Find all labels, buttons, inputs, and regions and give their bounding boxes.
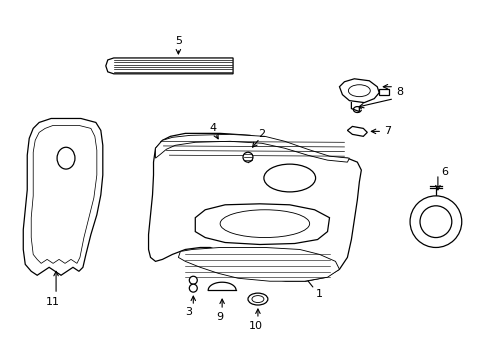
Polygon shape <box>379 89 388 95</box>
Circle shape <box>189 276 197 284</box>
Polygon shape <box>105 58 233 74</box>
Text: 9: 9 <box>216 312 223 322</box>
Polygon shape <box>148 133 361 281</box>
Polygon shape <box>195 204 329 244</box>
Text: 8: 8 <box>395 87 403 97</box>
Circle shape <box>409 196 461 247</box>
Polygon shape <box>346 126 366 136</box>
Text: 5: 5 <box>175 36 182 46</box>
Circle shape <box>243 152 252 162</box>
Circle shape <box>189 284 197 292</box>
Polygon shape <box>31 125 97 264</box>
Polygon shape <box>23 118 102 275</box>
Polygon shape <box>339 79 379 103</box>
Text: 3: 3 <box>184 307 191 317</box>
Ellipse shape <box>247 293 267 305</box>
Text: 4: 4 <box>209 123 216 134</box>
Text: 1: 1 <box>315 289 323 299</box>
Text: 7: 7 <box>384 126 390 136</box>
Ellipse shape <box>57 147 75 169</box>
Ellipse shape <box>264 164 315 192</box>
Text: 10: 10 <box>248 321 263 331</box>
Polygon shape <box>178 247 339 281</box>
Text: 11: 11 <box>46 297 60 307</box>
Ellipse shape <box>251 296 264 302</box>
Polygon shape <box>155 134 349 162</box>
Ellipse shape <box>347 85 369 96</box>
Ellipse shape <box>220 210 309 238</box>
Text: 2: 2 <box>258 129 265 139</box>
Text: 6: 6 <box>440 167 447 177</box>
Circle shape <box>419 206 451 238</box>
